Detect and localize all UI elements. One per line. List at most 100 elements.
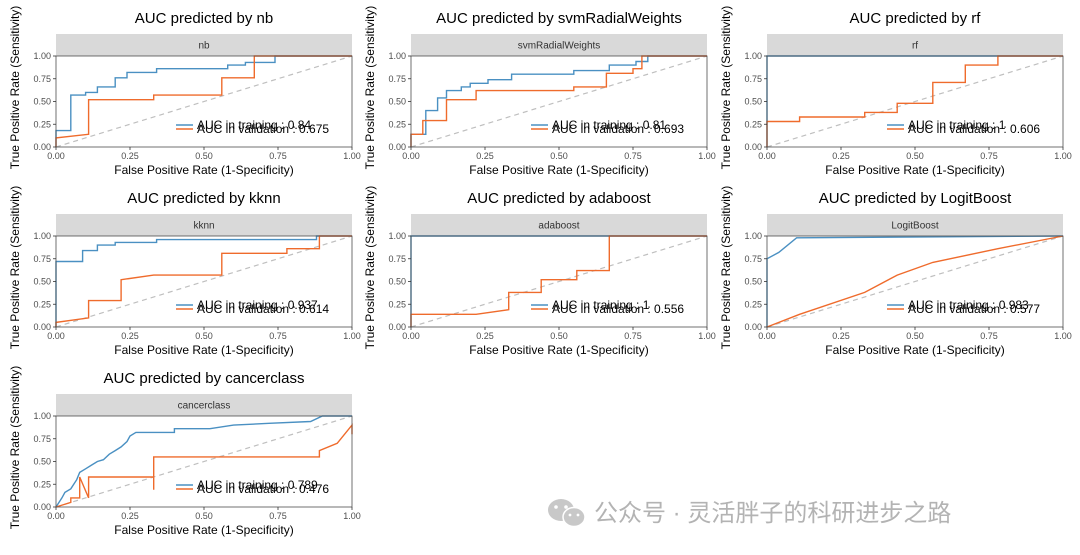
x-tick-label: 0.00 — [758, 151, 776, 161]
roc-curve-validation — [55, 55, 352, 147]
x-tick-label: 0.75 — [980, 151, 998, 161]
x-axis-title: False Positive Rate (1-Specificity) — [114, 343, 293, 357]
y-axis-title: True Positive Rate (Sensitivity) — [363, 6, 377, 170]
roc-curve-training — [55, 55, 352, 147]
facet-strip-label: kknn — [193, 221, 214, 232]
reference-diagonal — [55, 235, 353, 328]
y-tick-label: 1.00 — [388, 231, 406, 241]
y-tick-label: 0.50 — [33, 97, 51, 107]
x-tick-label: 1.00 — [343, 331, 361, 341]
x-tick-label: 0.00 — [47, 511, 65, 521]
facet-strip-label: svmRadialWeights — [518, 41, 601, 52]
legend-label-training: AUC in training : 0.81 — [552, 118, 666, 132]
y-tick-label: 0.50 — [744, 277, 762, 287]
legend-label-validation: AUC in validation : 0.606 — [908, 122, 1040, 136]
legend-label-validation: AUC in validation : 0.675 — [197, 122, 329, 136]
y-axis-title: True Positive Rate (Sensitivity) — [363, 186, 377, 350]
x-tick-label: 0.50 — [550, 331, 568, 341]
y-axis-title: True Positive Rate (Sensitivity) — [719, 186, 733, 350]
x-tick-label: 0.25 — [121, 331, 139, 341]
y-axis-title: True Positive Rate (Sensitivity) — [719, 6, 733, 170]
x-tick-label: 0.25 — [476, 331, 494, 341]
legend-label-training: AUC in training : 0.84 — [197, 118, 311, 132]
roc-curve-validation — [410, 55, 707, 147]
y-tick-label: 1.00 — [744, 51, 762, 61]
y-tick-label: 1.00 — [744, 231, 762, 241]
reference-diagonal — [410, 55, 708, 148]
panel-cancerclass: AUC predicted by cancerclass cancerclass 0… — [8, 366, 361, 537]
y-tick-label: 0.75 — [33, 74, 51, 84]
x-axis-title: False Positive Rate (1-Specificity) — [114, 523, 293, 537]
y-tick-label: 0.75 — [388, 74, 406, 84]
facet-strip-label: cancerclass — [178, 401, 231, 412]
y-tick-label: 0.75 — [33, 434, 51, 444]
facet-strip — [56, 394, 352, 416]
y-tick-label: 1.00 — [33, 51, 51, 61]
roc-curve-validation — [766, 235, 1064, 328]
y-tick-label: 0.25 — [33, 299, 51, 309]
roc-curve-training — [55, 415, 352, 508]
y-tick-label: 0.50 — [33, 457, 51, 467]
y-tick-label: 1.00 — [388, 51, 406, 61]
x-tick-label: 1.00 — [1054, 151, 1072, 161]
x-tick-label: 0.25 — [832, 151, 850, 161]
facet-strip — [56, 214, 352, 236]
panel-title: AUC predicted by kknn — [127, 190, 280, 207]
x-tick-label: 0.50 — [550, 151, 568, 161]
y-axis-title: True Positive Rate (Sensitivity) — [8, 6, 22, 170]
y-tick-label: 0.00 — [388, 322, 406, 332]
x-tick-label: 0.25 — [121, 151, 139, 161]
y-tick-label: 0.75 — [744, 74, 762, 84]
x-tick-label: 0.75 — [269, 331, 287, 341]
y-tick-label: 0.50 — [388, 277, 406, 287]
legend-label-validation: AUC in validation : 0.556 — [552, 302, 684, 316]
wechat-icon — [548, 499, 586, 528]
x-tick-label: 0.25 — [832, 331, 850, 341]
facet-strip-label: LogitBoost — [891, 221, 938, 232]
x-tick-label: 0.00 — [47, 331, 65, 341]
y-tick-label: 0.00 — [744, 322, 762, 332]
legend-label-training: AUC in training : 1 — [908, 118, 1006, 132]
reference-diagonal — [55, 55, 353, 148]
reference-diagonal — [55, 415, 353, 508]
panel-title: AUC predicted by rf — [850, 10, 982, 27]
x-tick-label: 0.75 — [980, 331, 998, 341]
x-tick-label: 0.25 — [121, 511, 139, 521]
y-tick-label: 0.75 — [33, 254, 51, 264]
x-tick-label: 1.00 — [698, 331, 716, 341]
y-tick-label: 0.25 — [33, 119, 51, 129]
x-tick-label: 1.00 — [343, 151, 361, 161]
y-tick-label: 0.50 — [388, 97, 406, 107]
x-tick-label: 0.50 — [906, 331, 924, 341]
y-tick-label: 0.25 — [388, 119, 406, 129]
x-axis-title: False Positive Rate (1-Specificity) — [114, 163, 293, 177]
y-tick-label: 0.00 — [744, 142, 762, 152]
y-axis-title: True Positive Rate (Sensitivity) — [8, 366, 22, 530]
y-tick-label: 0.00 — [388, 142, 406, 152]
legend-label-validation: AUC in validation : 0.614 — [197, 302, 329, 316]
roc-panels: AUC predicted by nbnb0.000.000.250.250.5… — [8, 6, 1072, 537]
watermark-text: 公众号 · 灵活胖子的科研进步之路 — [594, 500, 951, 527]
facet-strip-label: adaboost — [538, 221, 579, 232]
y-tick-label: 0.00 — [33, 502, 51, 512]
x-axis-title: False Positive Rate (1-Specificity) — [825, 343, 1004, 357]
x-tick-label: 0.75 — [624, 331, 642, 341]
x-tick-label: 0.75 — [269, 511, 287, 521]
x-tick-label: 1.00 — [343, 511, 361, 521]
watermark: 公众号 · 灵活胖子的科研进步之路 — [548, 499, 951, 528]
x-tick-label: 0.50 — [195, 151, 213, 161]
facet-strip — [411, 214, 707, 236]
x-tick-label: 0.75 — [269, 151, 287, 161]
roc-curve-validation — [55, 235, 352, 327]
panel-title: AUC predicted by cancerclass — [104, 370, 305, 387]
y-tick-label: 0.75 — [744, 254, 762, 264]
legend-label-training: AUC in training : 0.983 — [908, 298, 1029, 312]
y-tick-label: 0.25 — [388, 299, 406, 309]
x-axis-title: False Positive Rate (1-Specificity) — [469, 343, 648, 357]
facet-strip — [411, 34, 707, 56]
y-tick-label: 0.00 — [33, 322, 51, 332]
legend-label-training: AUC in training : 0.789 — [197, 478, 318, 492]
x-tick-label: 0.25 — [476, 151, 494, 161]
panel-svmradialweights: AUC predicted by svmRadialWeights svmRadi… — [363, 6, 716, 177]
roc-curve-training — [55, 235, 352, 327]
